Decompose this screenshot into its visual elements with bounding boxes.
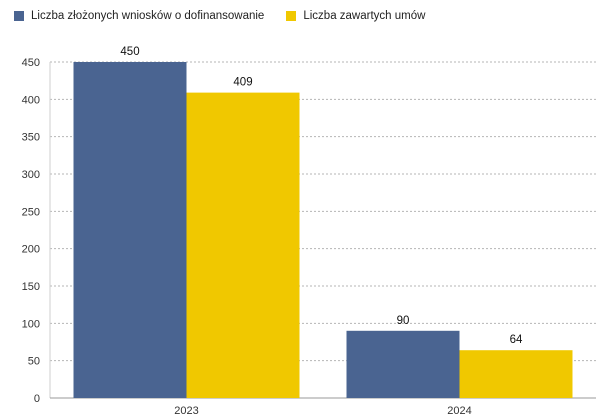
bar-contracts-2023: [186, 92, 300, 398]
data-label: 409: [233, 77, 252, 89]
legend-label-contracts: Liczba zawartych umów: [303, 10, 426, 22]
bar-applications-2024: [346, 330, 460, 398]
y-tick-label: 300: [22, 169, 40, 181]
bar-contracts-2024: [459, 350, 573, 398]
legend-label-applications: Liczba złożonych wniosków o dofinansowan…: [31, 10, 265, 22]
bar-applications-2023: [73, 62, 187, 398]
legend-swatch-applications: [14, 11, 24, 21]
y-tick-label: 0: [34, 393, 40, 405]
y-tick-label: 200: [22, 244, 40, 256]
y-tick-label: 350: [22, 132, 40, 144]
data-label: 450: [120, 46, 139, 58]
y-tick-label: 150: [22, 281, 40, 293]
x-tick-label: 2024: [447, 405, 471, 417]
legend-item-applications: Liczba złożonych wniosków o dofinansowan…: [14, 10, 264, 22]
y-tick-label: 450: [22, 57, 40, 69]
y-tick-label: 400: [22, 94, 40, 106]
y-tick-label: 250: [22, 206, 40, 218]
x-tick-label: 2023: [174, 405, 198, 417]
y-tick-label: 50: [28, 356, 40, 368]
data-label: 64: [510, 334, 523, 346]
legend-item-contracts: Liczba zawartych umów: [286, 10, 425, 22]
legend-swatch-contracts: [286, 11, 297, 21]
y-tick-label: 100: [22, 318, 40, 330]
legend: Liczba złożonych wniosków o dofinansowan…: [14, 10, 447, 22]
data-label: 90: [397, 315, 410, 327]
